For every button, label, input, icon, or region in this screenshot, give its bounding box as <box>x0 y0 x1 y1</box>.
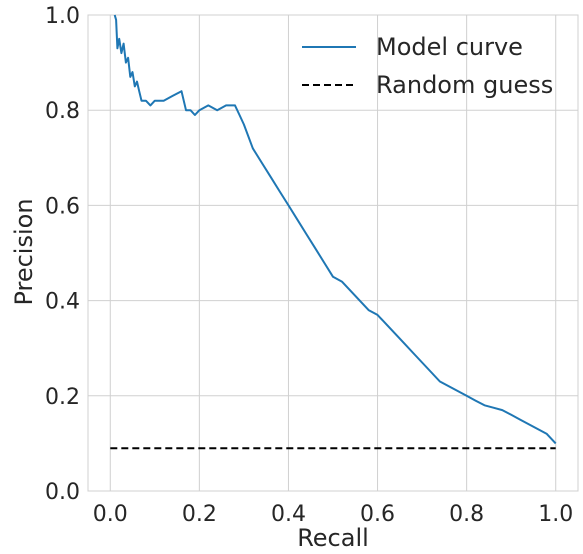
y-tick-label: 0.8 <box>45 99 80 124</box>
x-tick-label: 0.0 <box>93 502 128 527</box>
series-line-model-curve <box>113 14 557 445</box>
legend-label-model-curve: Model curve <box>376 33 523 61</box>
legend-label-random-guess: Random guess <box>376 71 553 99</box>
x-tick-label: 0.4 <box>271 502 306 527</box>
y-tick-label: 0.2 <box>45 385 80 410</box>
x-axis-label: Recall <box>297 524 369 552</box>
x-tick-label: 0.6 <box>360 502 395 527</box>
legend: Model curve Random guess <box>302 33 553 99</box>
x-tick-label: 0.8 <box>449 502 484 527</box>
y-tick-labels: 0.0 0.2 0.4 0.6 0.8 1.0 <box>45 4 80 505</box>
y-tick-label: 0.6 <box>45 194 80 219</box>
y-tick-label: 0.0 <box>45 480 80 505</box>
x-tick-labels: 0.0 0.2 0.4 0.6 0.8 1.0 <box>93 502 573 527</box>
x-tick-label: 0.2 <box>182 502 217 527</box>
y-tick-label: 0.4 <box>45 290 80 315</box>
plot-border <box>87 14 579 492</box>
y-tick-label: 1.0 <box>45 4 80 29</box>
plot-frame <box>87 14 579 492</box>
series-layer <box>110 14 557 450</box>
x-tick-label: 1.0 <box>538 502 573 527</box>
y-axis-label: Precision <box>10 198 38 305</box>
